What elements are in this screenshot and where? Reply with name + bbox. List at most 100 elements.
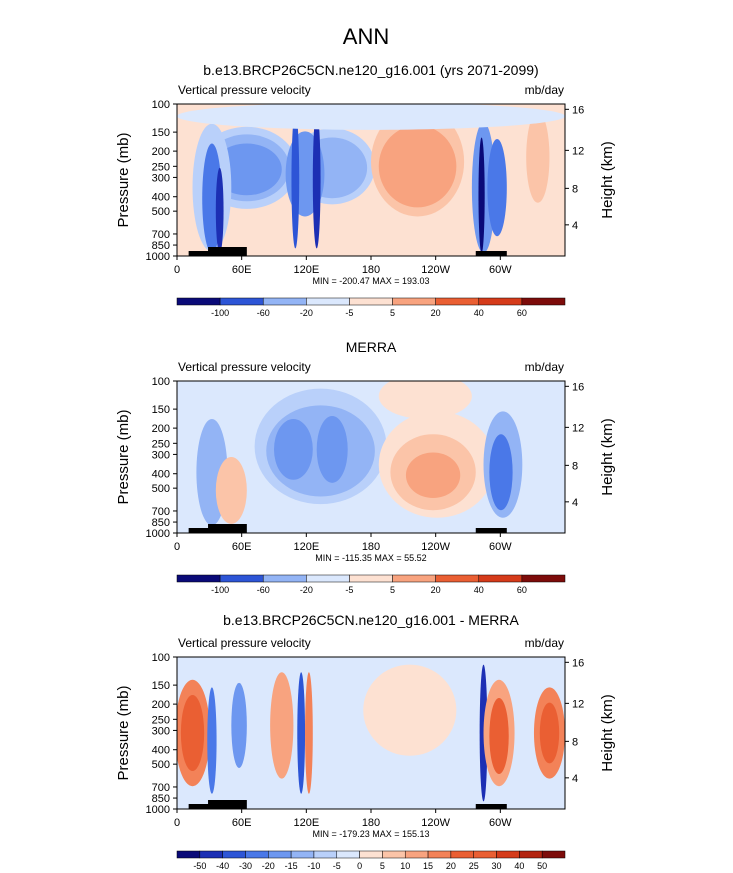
colorbar-label: -20 xyxy=(300,308,313,318)
y-tick-label: 300 xyxy=(152,449,170,461)
contour-region xyxy=(305,672,313,794)
colorbar-box xyxy=(199,850,223,859)
colorbar-box xyxy=(427,850,452,859)
colorbar-box xyxy=(478,574,523,583)
y-axis-label: Pressure (mb) xyxy=(115,409,132,504)
colorbar-label: -5 xyxy=(345,585,353,595)
x-tick-label: 180 xyxy=(362,264,380,276)
y-tick-label: 500 xyxy=(152,759,170,771)
contour-region xyxy=(526,111,550,203)
contour-region xyxy=(274,419,313,480)
right-tick-label: 4 xyxy=(572,773,578,785)
contour-region xyxy=(405,452,461,499)
contour-region xyxy=(478,137,485,253)
right-tick-label: 16 xyxy=(572,657,584,669)
colorbar-label: -100 xyxy=(211,308,229,318)
colorbar-label: -15 xyxy=(285,861,298,871)
colorbar-box xyxy=(359,850,383,859)
y-tick-label: 250 xyxy=(152,714,170,726)
x-tick-label: 120W xyxy=(421,541,450,553)
y-tick-label: 850 xyxy=(152,517,170,529)
colorbar-label: 5 xyxy=(380,861,385,871)
y-tick-label: 200 xyxy=(152,423,170,435)
colorbar-label: 20 xyxy=(446,861,456,871)
x-tick-label: 60W xyxy=(489,264,512,276)
terrain-mask xyxy=(475,528,507,533)
y-tick-label: 200 xyxy=(152,699,170,711)
colorbar-label: -20 xyxy=(300,585,313,595)
contour-region xyxy=(378,125,457,208)
colorbar-label: -20 xyxy=(262,861,275,871)
y-tick-label: 500 xyxy=(152,206,170,218)
colorbar-box xyxy=(336,850,360,859)
colorbar-box xyxy=(219,574,264,583)
units-label: mb/day xyxy=(525,83,564,97)
contour-region xyxy=(177,104,565,130)
colorbar-box xyxy=(473,850,497,859)
right-tick-label: 8 xyxy=(572,183,578,195)
x-tick-label: 60W xyxy=(489,817,512,829)
contour-region xyxy=(215,457,247,524)
colorbar-1: -100 -60 -20 -5 5 20 40 60 xyxy=(176,297,566,318)
panel-title: b.e13.BRCP26C5CN.ne120_g16.001 - MERRA xyxy=(223,612,519,628)
colorbar-label: -40 xyxy=(216,861,229,871)
colorbar-box xyxy=(435,574,480,583)
contour-region xyxy=(297,672,306,794)
colorbar-box xyxy=(392,297,436,306)
colorbar-box xyxy=(478,297,523,306)
contour-region xyxy=(207,687,217,794)
colorbar-label: -60 xyxy=(257,308,270,318)
x-tick-label: 120E xyxy=(293,541,319,553)
colorbar-box xyxy=(435,297,480,306)
variable-label: Vertical pressure velocity xyxy=(178,360,311,374)
colorbar-2: -100 -60 -20 -5 5 20 40 60 xyxy=(176,574,566,595)
stats-label: MIN = -179.23 MAX = 155.13 xyxy=(312,829,429,839)
units-label: mb/day xyxy=(525,360,564,374)
y-tick-label: 150 xyxy=(152,127,170,139)
colorbar-label: -5 xyxy=(333,861,341,871)
panel-title: MERRA xyxy=(346,339,397,355)
y-tick-label: 100 xyxy=(152,376,170,388)
terrain-mask xyxy=(208,524,247,533)
y-tick-label: 200 xyxy=(152,146,170,158)
y-axis-label: Pressure (mb) xyxy=(115,685,132,780)
contour-region xyxy=(180,695,205,771)
contour-region xyxy=(539,702,560,764)
y-tick-label: 100 xyxy=(152,99,170,111)
y-tick-label: 700 xyxy=(152,782,170,794)
right-axis-label: Height (km) xyxy=(599,694,616,772)
y-tick-label: 400 xyxy=(152,745,170,757)
right-tick-label: 12 xyxy=(572,698,584,710)
colorbar-box xyxy=(521,297,566,306)
right-axis-label: Height (km) xyxy=(599,141,616,219)
y-tick-label: 300 xyxy=(152,725,170,737)
contour-region xyxy=(215,167,224,253)
terrain-mask xyxy=(475,251,507,256)
colorbar-label: -10 xyxy=(307,861,320,871)
colorbar-box xyxy=(176,297,221,306)
colorbar-box xyxy=(541,850,566,859)
x-tick-label: 0 xyxy=(174,817,180,829)
colorbar-label: 20 xyxy=(431,308,441,318)
y-tick-label: 500 xyxy=(152,483,170,495)
y-tick-label: 250 xyxy=(152,161,170,173)
colorbar-box xyxy=(262,297,307,306)
colorbar-box xyxy=(382,850,406,859)
colorbar-label: 15 xyxy=(423,861,433,871)
colorbar-3: -50 -40 -30 -20 -15 -10 -5 0 5 10 15 20 25 30 40 50 xyxy=(176,850,566,871)
right-tick-label: 16 xyxy=(572,381,584,393)
contour-region xyxy=(363,664,457,756)
right-axis-label: Height (km) xyxy=(599,418,616,496)
colorbar-label: -5 xyxy=(345,308,353,318)
x-tick-label: 180 xyxy=(362,541,380,553)
panel-1: b.e13.BRCP26C5CN.ne120_g16.001 (yrs 2071… xyxy=(115,62,616,286)
colorbar-box xyxy=(222,850,246,859)
stats-label: MIN = -115.35 MAX = 55.52 xyxy=(315,553,426,563)
colorbar-label: 60 xyxy=(517,308,527,318)
x-tick-label: 0 xyxy=(174,264,180,276)
x-tick-label: 120W xyxy=(421,264,450,276)
y-tick-label: 400 xyxy=(152,469,170,481)
terrain-mask xyxy=(188,251,224,256)
colorbar-label: 20 xyxy=(431,585,441,595)
